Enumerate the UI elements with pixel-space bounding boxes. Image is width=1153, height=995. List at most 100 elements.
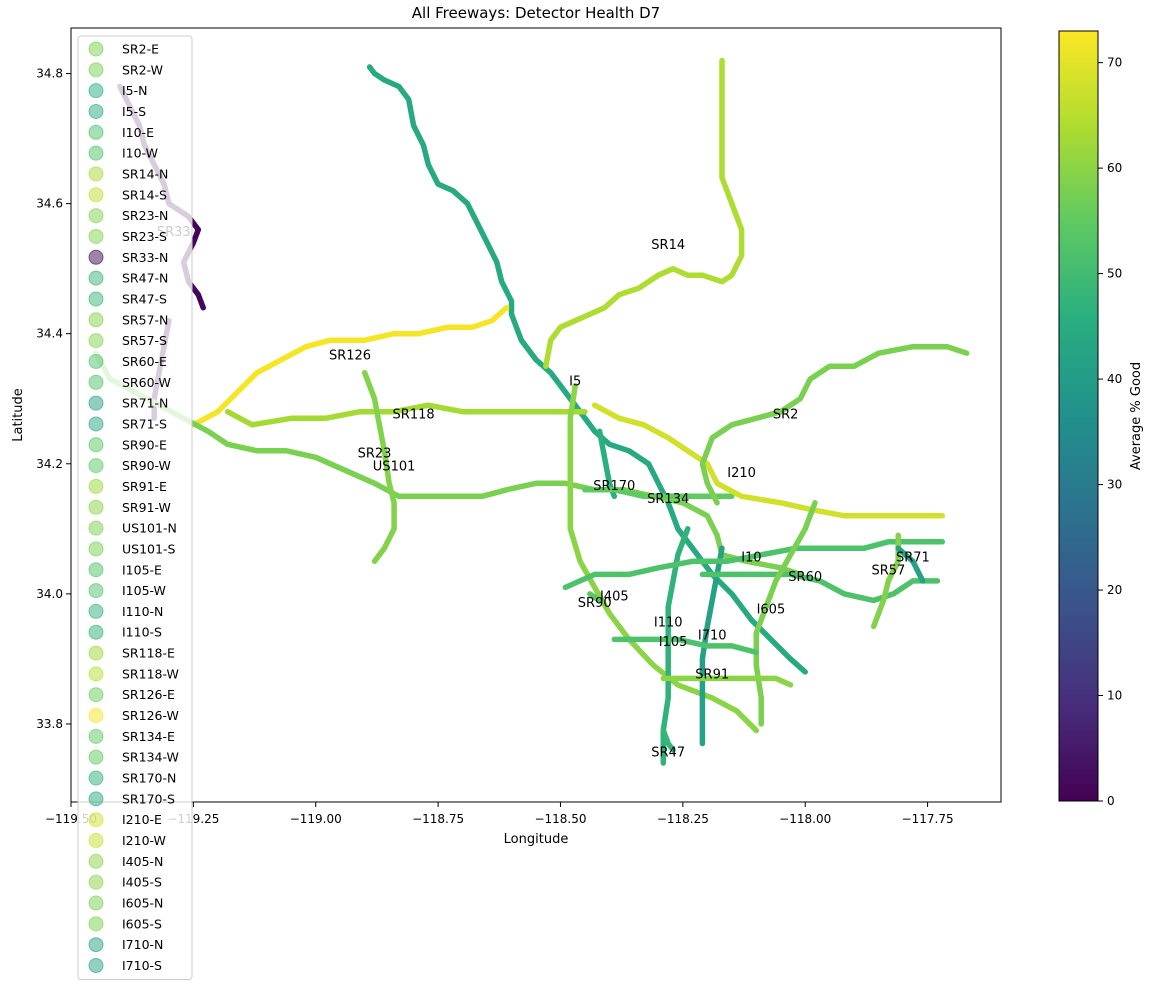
legend-marker [88, 499, 104, 515]
legend-entry: SR2-E [122, 42, 159, 57]
route-sr2 [699, 343, 970, 506]
route-label-us101: US101 [373, 459, 416, 474]
x-tick-label: −119.00 [290, 812, 342, 826]
y-tick-label: 33.8 [36, 717, 63, 731]
legend-entry: SR57-N [122, 312, 168, 327]
legend-entry: I210-E [122, 812, 162, 827]
route-label-i210: I210 [727, 466, 756, 481]
legend-marker [88, 687, 104, 703]
route-sr71 [895, 545, 926, 584]
route-us101 [92, 350, 804, 578]
legend-box [77, 35, 193, 981]
legend-entry: I110-S [122, 625, 162, 640]
colorbar-tick-label: 60 [1107, 161, 1122, 175]
legend-entry: SR14-S [122, 187, 167, 202]
legend-entry: I405-S [122, 875, 162, 890]
x-tick-label: −118.00 [779, 812, 831, 826]
legend-entry: SR134-W [122, 750, 179, 765]
legend-entry: SR126-E [122, 687, 175, 702]
route-label-i710: I710 [698, 628, 727, 643]
route-sr91 [660, 675, 794, 688]
route-label-i105: I105 [659, 635, 688, 650]
legend-marker [88, 624, 104, 640]
legend-entry: US101-S [122, 541, 175, 556]
legend-marker [88, 41, 104, 57]
legend-marker [88, 708, 104, 724]
legend-entry: I105-E [122, 562, 162, 577]
legend-marker [88, 166, 104, 182]
route-sr14 [543, 57, 745, 369]
legend-entry: SR71-N [122, 396, 168, 411]
route-label-sr60: SR60 [788, 570, 822, 585]
colorbar-tick-label: 50 [1107, 267, 1122, 281]
colorbar-tick-label: 40 [1107, 372, 1122, 386]
legend-marker [88, 478, 104, 494]
route-label-sr91: SR91 [695, 667, 729, 682]
legend-entry: SR170-S [122, 791, 175, 806]
x-axis-label: Longitude [504, 832, 569, 847]
route-label-sr71: SR71 [896, 550, 930, 565]
legend-marker [88, 812, 104, 828]
legend-marker [88, 124, 104, 140]
legend-marker [88, 416, 104, 432]
legend-marker [88, 645, 104, 661]
y-tick-label: 34.0 [36, 587, 63, 601]
legend-entry: SR134-E [122, 729, 175, 744]
route-labels: SR33SR14SR126I5SR118SR2SR23US101I210SR17… [157, 225, 930, 760]
y-tick-label: 34.6 [36, 197, 63, 211]
route-i5 [366, 64, 808, 675]
legend-entry: I110-N [122, 604, 163, 619]
legend-entry: SR71-S [122, 416, 167, 431]
legend-entry: I5-S [122, 104, 146, 119]
route-label-sr14: SR14 [651, 238, 685, 253]
route-label-sr57: SR57 [871, 563, 905, 578]
legend-marker [88, 791, 104, 807]
legend-marker [88, 458, 104, 474]
legend-marker [88, 228, 104, 244]
legend-marker [88, 270, 104, 286]
route-label-sr90: SR90 [578, 596, 612, 611]
route-label-sr134: SR134 [647, 492, 689, 507]
route-label-i405: I405 [600, 589, 629, 604]
legend-marker [88, 666, 104, 682]
legend-marker [88, 145, 104, 161]
route-sr134 [582, 487, 735, 500]
legend: SR2-E SR2-W I5-N I5-S I10-E I10-W SR14-N SR14-S… [77, 35, 193, 981]
colorbar-tick-label: 70 [1107, 56, 1122, 70]
legend-marker [88, 187, 104, 203]
legend-marker [88, 395, 104, 411]
legend-marker [88, 103, 104, 119]
legend-entry: I5-N [122, 83, 148, 98]
legend-entry: I710-S [122, 958, 162, 973]
legend-entry: SR23-S [122, 229, 167, 244]
legend-entry: I605-S [122, 916, 162, 931]
legend-entry: SR118-E [122, 646, 175, 661]
legend-marker [88, 916, 104, 932]
legend-marker [88, 874, 104, 890]
legend-entry: I710-N [122, 937, 163, 952]
route-sr90 [587, 591, 603, 604]
route-i605 [753, 500, 818, 727]
x-tick-label: −118.25 [657, 812, 709, 826]
legend-marker [88, 291, 104, 307]
route-i10 [562, 539, 946, 591]
y-tick-label: 34.2 [36, 457, 63, 471]
route-label-sr47: SR47 [651, 746, 685, 761]
route-sr23 [361, 369, 397, 565]
x-tick-label: −118.75 [412, 812, 464, 826]
legend-entry: I605-N [122, 896, 163, 911]
legend-marker [88, 520, 104, 536]
route-sr47 [660, 727, 676, 753]
y-tick-label: 34.8 [36, 67, 63, 81]
plot-frame [70, 27, 1002, 803]
legend-marker [88, 749, 104, 765]
legend-marker [88, 603, 104, 619]
legend-marker [88, 208, 104, 224]
route-label-i5: I5 [569, 375, 581, 390]
route-i105 [611, 636, 760, 656]
legend-entry: SR91-W [122, 500, 171, 515]
y-axis-label: Latitude [11, 388, 26, 442]
legend-entry: SR126-W [122, 708, 179, 723]
route-sr126 [190, 304, 510, 428]
